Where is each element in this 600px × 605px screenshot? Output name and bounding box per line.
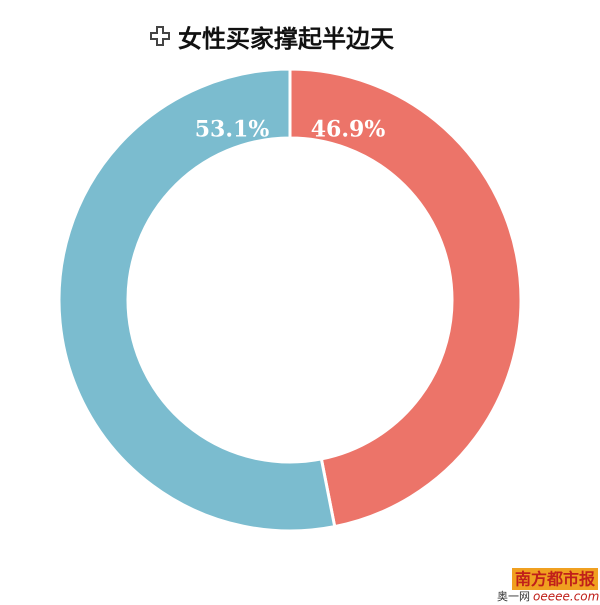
donut-segment xyxy=(57,67,337,533)
watermark-domain: oeeee.com xyxy=(533,590,599,604)
chart-title: 女性买家撑起半边天 xyxy=(178,25,394,53)
value-label: 53.1% xyxy=(195,117,270,143)
value-label: 46.9% xyxy=(311,117,386,143)
logo-box xyxy=(512,568,598,590)
title-icon xyxy=(150,26,170,46)
donut-segment xyxy=(288,67,523,529)
watermark-site: 奥一网 xyxy=(497,589,530,603)
watermark-logo: 南方都市报 xyxy=(515,570,595,589)
